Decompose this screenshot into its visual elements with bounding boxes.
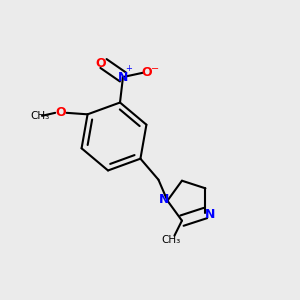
Text: N: N [118, 70, 128, 83]
Text: O: O [141, 66, 152, 79]
Text: CH₃: CH₃ [162, 235, 181, 245]
Text: O: O [55, 106, 66, 119]
Text: +: + [125, 64, 132, 73]
Text: N: N [159, 193, 169, 206]
Text: N: N [205, 208, 215, 221]
Text: −: − [151, 64, 160, 74]
Text: O: O [96, 57, 106, 70]
Text: CH₃: CH₃ [31, 111, 50, 121]
